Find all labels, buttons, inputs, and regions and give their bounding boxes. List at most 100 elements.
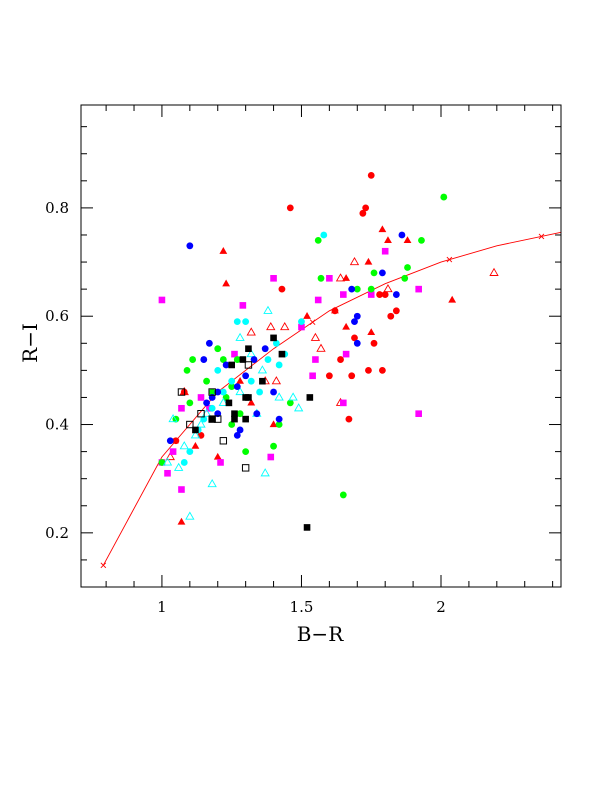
tick-labels: 1 1.5 2 0.2 0.4 0.6 0.8 (45, 199, 446, 616)
data-point (342, 322, 351, 330)
data-point (392, 307, 400, 315)
data-point (267, 453, 275, 461)
data-point (197, 394, 205, 401)
data-point (337, 356, 344, 363)
data-point (180, 459, 188, 466)
data-point (349, 256, 360, 266)
data-point (162, 457, 173, 466)
data-point (261, 345, 269, 353)
data-point (286, 204, 294, 212)
data-point (345, 415, 353, 423)
x-axis-label: B−R (297, 622, 344, 646)
data-point (219, 388, 227, 396)
data-point (197, 409, 205, 418)
data-point (401, 274, 409, 282)
data-point (270, 442, 277, 450)
fit-curve-line (102, 231, 562, 566)
data-point (231, 410, 238, 417)
data-point (256, 388, 264, 396)
data-points (158, 172, 499, 531)
data-point (365, 366, 372, 374)
data-point (342, 274, 351, 281)
data-point (387, 312, 395, 320)
data-point (242, 394, 249, 401)
data-point (208, 415, 216, 423)
data-point (196, 419, 206, 428)
data-point (245, 345, 252, 353)
data-point (169, 448, 177, 455)
data-point (303, 312, 311, 319)
data-point (367, 291, 375, 298)
data-point (214, 415, 222, 423)
data-point (342, 350, 350, 358)
data-point (351, 318, 358, 326)
data-point (404, 264, 411, 271)
y-tick-label: 0.2 (45, 524, 69, 542)
data-point (247, 377, 255, 385)
data-point (403, 236, 412, 243)
data-point (222, 361, 230, 369)
data-point (381, 291, 389, 298)
data-point (378, 366, 386, 374)
data-point (218, 397, 229, 406)
data-point (269, 420, 278, 428)
data-point (246, 349, 256, 358)
data-point (217, 459, 224, 466)
data-point (186, 448, 194, 456)
data-point (280, 321, 290, 331)
data-point (314, 296, 322, 304)
data-point (384, 236, 392, 243)
curve-cross-marker (538, 233, 545, 240)
x-tick-label: 1 (157, 598, 167, 616)
data-point (172, 437, 180, 445)
data-point (253, 410, 261, 418)
data-point (340, 399, 347, 407)
data-point (239, 356, 247, 363)
data-point (392, 291, 400, 298)
data-point (242, 415, 249, 423)
data-point (165, 451, 175, 461)
curve-cross-marker (100, 562, 107, 569)
data-point (231, 415, 238, 423)
data-point (348, 285, 356, 293)
data-point (213, 452, 222, 460)
data-point (222, 394, 230, 401)
data-point (186, 242, 194, 250)
data-point (353, 339, 361, 347)
data-point (205, 339, 213, 347)
data-point (259, 377, 266, 385)
data-point (362, 204, 370, 212)
data-point (418, 236, 425, 244)
data-point (164, 469, 171, 477)
data-point (271, 376, 282, 385)
data-point (189, 356, 197, 363)
data-point (225, 399, 233, 407)
data-point (272, 339, 280, 347)
data-point (270, 334, 277, 342)
data-point (274, 392, 284, 401)
data-point (317, 274, 325, 282)
data-point (177, 517, 186, 525)
data-point (378, 269, 386, 277)
data-point (310, 332, 321, 341)
data-point (415, 285, 422, 293)
data-point (207, 478, 217, 488)
data-point (241, 464, 250, 472)
data-point (242, 448, 250, 456)
data-point (351, 334, 358, 342)
data-point (257, 365, 268, 374)
data-point (383, 284, 393, 293)
data-point (320, 231, 328, 239)
data-point (353, 312, 361, 320)
data-point (158, 296, 166, 304)
data-point (239, 302, 247, 309)
data-point (275, 421, 283, 428)
data-point (293, 403, 304, 412)
data-point (246, 327, 256, 336)
data-point (233, 356, 241, 363)
data-point (331, 306, 339, 314)
data-point (316, 343, 326, 352)
data-point (208, 415, 216, 423)
data-point (314, 236, 322, 244)
